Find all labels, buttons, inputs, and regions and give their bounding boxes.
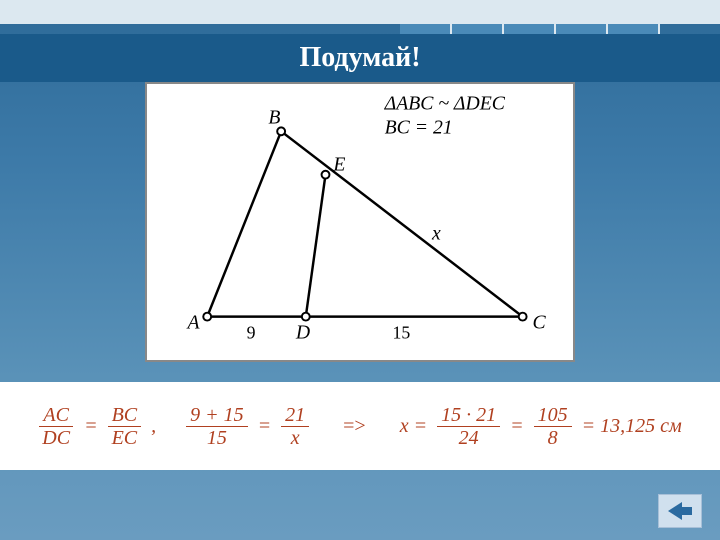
frac-result: 105 8 <box>534 404 572 449</box>
label-a: A <box>186 311 201 333</box>
edge-ec-x: x <box>431 223 441 245</box>
label-b: B <box>268 106 280 128</box>
frac-ac-dc: AC DC <box>38 404 74 449</box>
given-similarity: ΔABC ~ ΔDEC <box>384 93 506 115</box>
frac-product: 15 · 21 24 <box>437 404 500 449</box>
vertex-d <box>302 313 310 321</box>
label-d: D <box>295 321 310 343</box>
triangle-abc <box>207 131 522 316</box>
formula-strip: AC DC = BC EC , 9 + 15 15 = 21 x => x = … <box>0 382 720 470</box>
label-c: C <box>533 311 547 333</box>
geometry-figure: ΔABC ~ ΔDEC BC = 21 A B C D E 9 15 x <box>145 82 575 362</box>
solution-formula: AC DC = BC EC , 9 + 15 15 = 21 x => x = … <box>38 404 681 449</box>
slide-title: Подумай! <box>299 42 420 74</box>
segment-de <box>306 175 326 317</box>
vertex-c <box>519 313 527 321</box>
back-button[interactable] <box>658 494 702 528</box>
vertex-a <box>203 313 211 321</box>
top-strip <box>0 0 720 24</box>
frac-21-x: 21 x <box>281 404 309 449</box>
label-e: E <box>332 154 345 176</box>
accent-bar <box>400 24 660 34</box>
given-bc: BC = 21 <box>385 116 453 138</box>
back-arrow-icon <box>666 500 694 522</box>
frac-bc-ec: BC EC <box>108 404 142 449</box>
vertex-e <box>322 171 330 179</box>
title-bar: Подумай! <box>0 34 720 82</box>
vertex-b <box>277 127 285 135</box>
edge-ad-value: 9 <box>247 322 256 342</box>
edge-dc-value: 15 <box>393 322 411 342</box>
frac-sum: 9 + 15 15 <box>186 404 248 449</box>
